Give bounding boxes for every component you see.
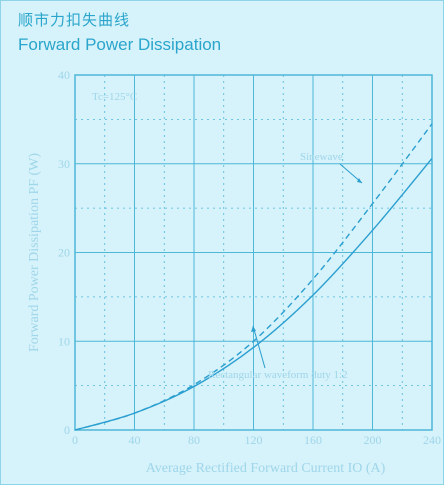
x-tick-label: 240 — [423, 433, 441, 447]
x-tick-label: 160 — [304, 433, 322, 447]
leader-rectangular — [252, 325, 266, 369]
annotation-tc: Tc=125°C — [92, 91, 137, 103]
x-tick-label: 80 — [188, 433, 200, 447]
x-tick-label: 0 — [72, 433, 78, 447]
x-axis-label: Average Rectified Forward Current IO (A) — [146, 461, 386, 476]
x-tick-label: 40 — [129, 433, 141, 447]
series-line-rectangular — [74, 157, 433, 431]
y-tick-label: 10 — [58, 334, 70, 348]
y-tick-label: 40 — [58, 68, 70, 82]
y-axis-label: Forward Power Dissipation PF (W) — [27, 153, 42, 352]
y-tick-label: 20 — [58, 246, 70, 260]
x-tick-label: 120 — [245, 433, 263, 447]
chart-title: Forward Power Dissipation — [18, 35, 222, 54]
y-tick-label: 30 — [58, 157, 70, 171]
leader-arrow-rectangular — [251, 326, 256, 332]
annotation-sinewave: Sinewave — [300, 151, 343, 163]
annotation-rectangular: Rectangular waveform duty 1:2 — [208, 369, 348, 381]
chart-title-native: 顺市力扣失曲线 — [18, 12, 131, 29]
y-tick-label: 0 — [64, 423, 70, 437]
leader-arrow-sinewave — [357, 178, 362, 183]
x-tick-label: 200 — [364, 433, 382, 447]
